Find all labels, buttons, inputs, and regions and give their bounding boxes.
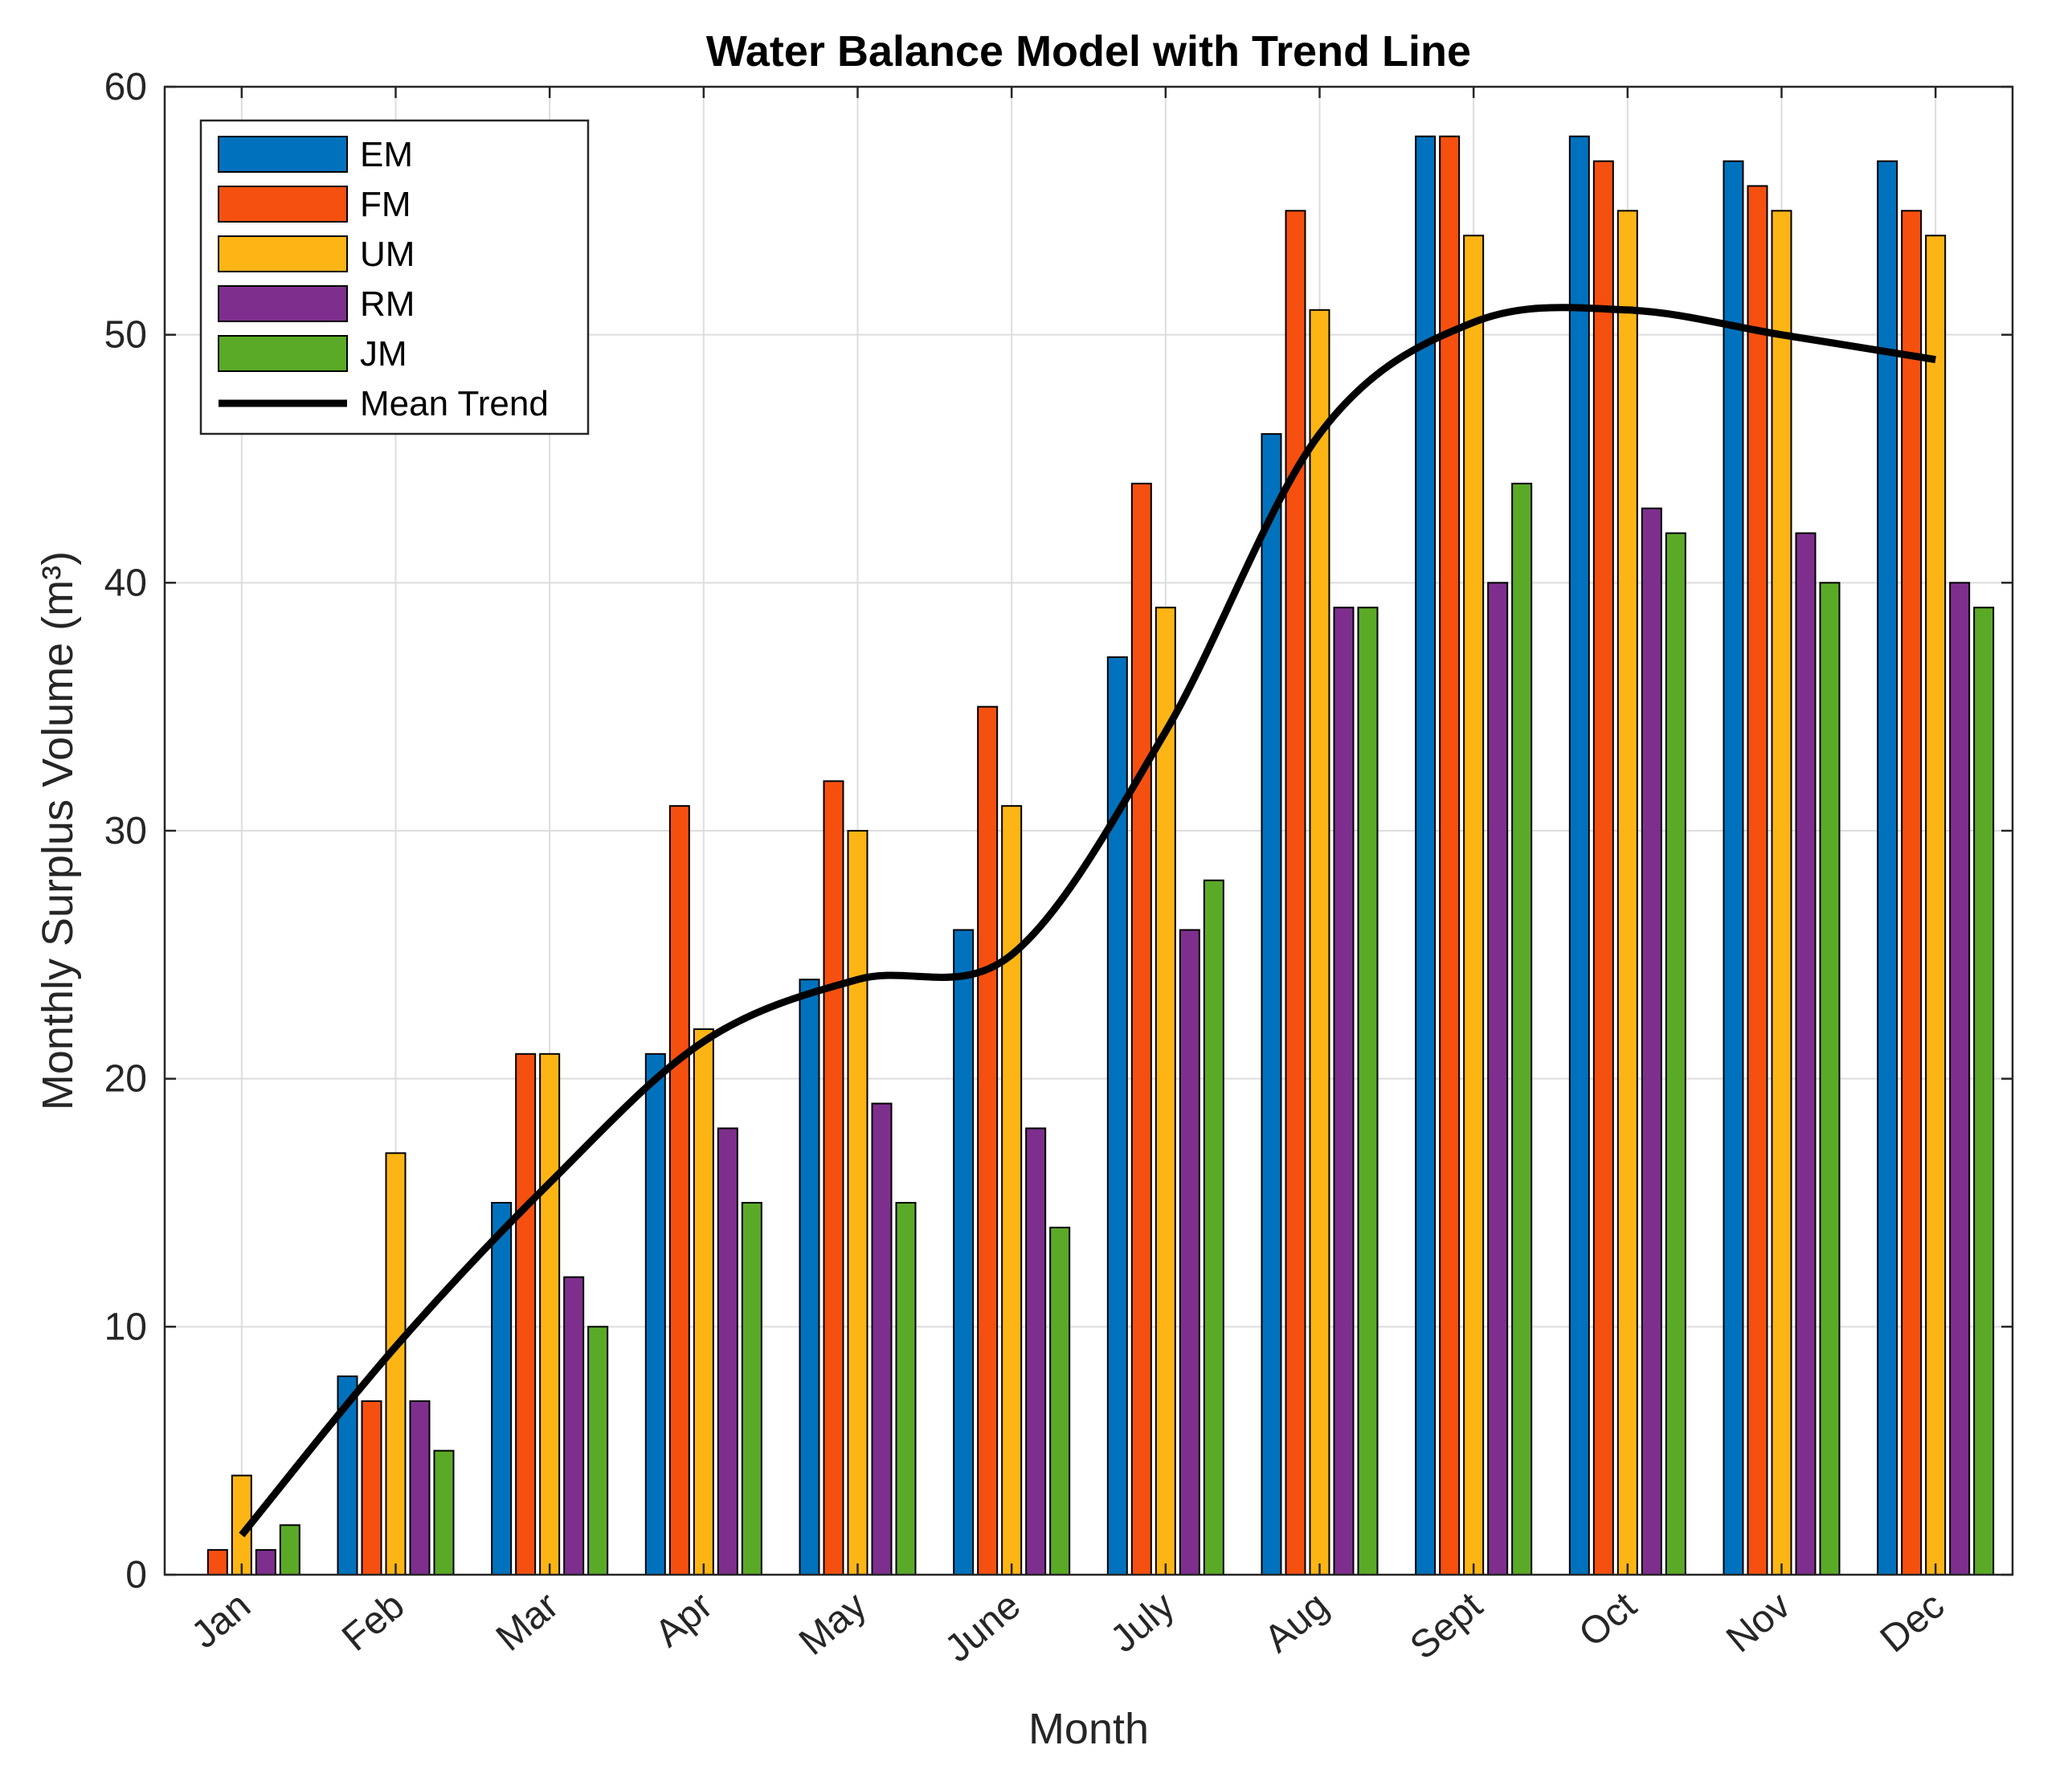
bar-fm-feb	[361, 1400, 382, 1576]
bar-jm-feb	[433, 1449, 455, 1576]
bar-fm-jan	[206, 1549, 228, 1576]
legend-swatch	[218, 186, 348, 223]
y-tick-label: 20	[104, 1058, 147, 1101]
bar-rm-feb	[409, 1400, 431, 1576]
mean-trend-line	[239, 304, 1936, 1538]
legend-label: RM	[360, 284, 415, 324]
legend-label: JM	[360, 334, 407, 374]
bar-um-july	[1155, 607, 1176, 1576]
bar-um-june	[1001, 805, 1023, 1576]
bar-fm-oct	[1592, 160, 1614, 1576]
y-tick-label: 0	[125, 1554, 147, 1596]
bar-rm-nov	[1795, 532, 1817, 1576]
bar-fm-dec	[1901, 210, 1923, 1576]
legend-item-jm: JM	[218, 334, 407, 374]
bar-em-sept	[1415, 135, 1437, 1576]
bar-jm-apr	[741, 1202, 762, 1576]
bar-jm-aug	[1357, 607, 1379, 1576]
bar-jm-july	[1203, 879, 1224, 1576]
bar-fm-sept	[1439, 135, 1461, 1576]
bar-em-may	[799, 979, 820, 1576]
bar-rm-sept	[1487, 582, 1509, 1576]
bar-em-mar	[491, 1202, 513, 1576]
bar-em-july	[1106, 656, 1128, 1576]
legend-label: FM	[360, 185, 411, 224]
bar-jm-nov	[1819, 582, 1841, 1576]
trend-layer	[239, 304, 1936, 1538]
legend-swatch	[218, 335, 348, 372]
bar-um-dec	[1925, 235, 1947, 1576]
bar-jm-jan	[279, 1524, 300, 1576]
bar-um-may	[847, 830, 868, 1576]
bar-rm-apr	[717, 1127, 738, 1576]
y-tick-label: 40	[104, 562, 147, 604]
legend-swatch	[218, 285, 348, 322]
bar-fm-apr	[668, 805, 690, 1576]
bar-fm-nov	[1747, 185, 1768, 1576]
bar-jm-may	[895, 1202, 917, 1576]
bar-em-june	[953, 929, 975, 1576]
bar-fm-aug	[1285, 210, 1306, 1576]
y-axis-label: Monthly Surplus Volume (m³)	[34, 551, 82, 1110]
legend-swatch	[218, 235, 348, 272]
bar-rm-jan	[255, 1549, 276, 1576]
bar-jm-oct	[1665, 532, 1686, 1576]
bar-um-aug	[1309, 309, 1330, 1576]
bar-um-mar	[539, 1052, 561, 1576]
legend-label: Mean Trend	[360, 384, 549, 423]
bar-em-aug	[1261, 433, 1282, 1576]
bar-rm-dec	[1949, 582, 1971, 1576]
bar-rm-oct	[1641, 507, 1662, 1576]
bar-um-sept	[1463, 235, 1485, 1576]
bar-fm-mar	[515, 1052, 537, 1576]
legend: EM FM UM RM JM Mean Trend	[199, 119, 590, 435]
legend-item-em: EM	[218, 135, 413, 174]
bar-um-oct	[1616, 210, 1638, 1576]
bar-fm-june	[977, 705, 999, 1576]
bar-jm-sept	[1511, 482, 1533, 1576]
bar-em-dec	[1877, 160, 1898, 1576]
bar-fm-may	[823, 780, 844, 1576]
bar-jm-mar	[587, 1326, 609, 1576]
bar-em-nov	[1723, 160, 1744, 1576]
bar-rm-june	[1025, 1127, 1047, 1576]
bar-rm-may	[871, 1102, 893, 1576]
bar-em-oct	[1568, 135, 1590, 1576]
bar-rm-mar	[563, 1276, 585, 1576]
y-tick-label: 60	[104, 66, 147, 108]
legend-item-mean-trend: Mean Trend	[219, 384, 549, 423]
legend-label: EM	[360, 135, 413, 174]
y-tick-label: 50	[104, 314, 147, 357]
legend-item-um: UM	[218, 235, 415, 274]
bar-um-feb	[385, 1152, 407, 1576]
legend-item-rm: RM	[218, 284, 415, 324]
bar-um-apr	[693, 1028, 714, 1576]
bar-rm-july	[1179, 929, 1200, 1576]
y-tick-label: 30	[104, 810, 147, 852]
bars-layer	[206, 135, 1995, 1576]
bar-um-nov	[1771, 210, 1792, 1576]
bar-jm-june	[1049, 1226, 1071, 1576]
bar-rm-aug	[1333, 607, 1355, 1576]
legend-label: UM	[360, 235, 415, 274]
legend-swatch	[218, 136, 348, 173]
bar-fm-july	[1130, 482, 1152, 1576]
x-axis-label: Month	[1028, 1705, 1149, 1753]
y-tick-label: 10	[104, 1306, 147, 1348]
bar-jm-dec	[1973, 607, 1995, 1576]
chart-title: Water Balance Model with Trend Line	[706, 27, 1471, 76]
bar-em-apr	[644, 1052, 666, 1576]
legend-items: EM FM UM RM JM Mean Trend	[218, 135, 549, 423]
legend-item-fm: FM	[218, 185, 411, 224]
